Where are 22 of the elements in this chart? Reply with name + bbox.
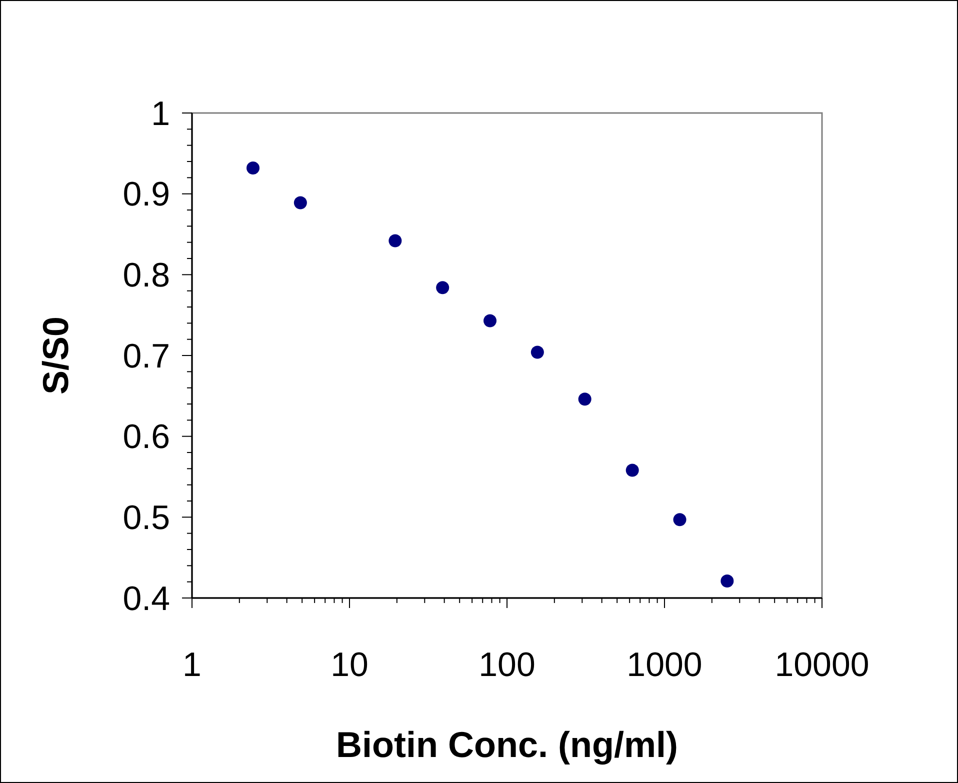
x-axis-title: Biotin Conc. (ng/ml) (336, 724, 678, 765)
x-tick-label: 1000 (626, 646, 702, 684)
y-tick-label: 1 (151, 94, 170, 133)
y-tick-label: 0.5 (122, 499, 170, 538)
point (436, 281, 450, 294)
y-tick-label: 0.7 (122, 337, 170, 376)
x-tick-label: 10 (330, 646, 368, 684)
point (484, 314, 497, 328)
y-tick-label: 0.4 (122, 580, 170, 618)
x-tick-label: 100 (478, 646, 536, 684)
point (673, 513, 686, 526)
x-tick-label: 10000 (774, 646, 870, 684)
y-tick-label: 0.9 (122, 176, 170, 214)
point (530, 346, 544, 359)
point (626, 464, 639, 477)
point (720, 574, 734, 588)
point (388, 234, 402, 248)
y-axis-title: S/S0 (35, 316, 76, 395)
point (578, 392, 592, 406)
y-tick-label: 0.6 (122, 418, 170, 456)
y-tick-label: 0.8 (122, 256, 170, 295)
x-tick-label: 1 (182, 646, 202, 684)
